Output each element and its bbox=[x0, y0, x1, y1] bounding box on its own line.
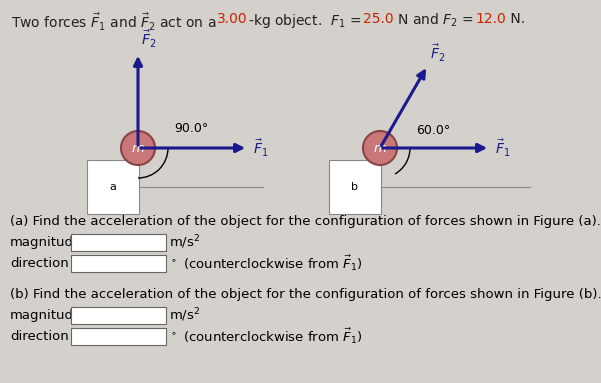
Circle shape bbox=[363, 131, 397, 165]
Text: m/s$^2$: m/s$^2$ bbox=[169, 306, 200, 324]
Text: a: a bbox=[109, 182, 117, 192]
Text: $m$: $m$ bbox=[131, 141, 145, 154]
Text: -kg object.  $F_1$ =: -kg object. $F_1$ = bbox=[248, 12, 363, 30]
FancyBboxPatch shape bbox=[71, 307, 166, 324]
Text: 60.0°: 60.0° bbox=[416, 123, 450, 136]
Text: N and $F_2$ =: N and $F_2$ = bbox=[394, 12, 476, 29]
Text: direction: direction bbox=[10, 257, 69, 270]
Text: N.: N. bbox=[507, 12, 526, 26]
Text: magnitude: magnitude bbox=[10, 309, 82, 322]
Text: $\vec{F}_2$: $\vec{F}_2$ bbox=[141, 29, 156, 50]
Text: $^\circ$ (counterclockwise from $\vec{F}_1$): $^\circ$ (counterclockwise from $\vec{F}… bbox=[169, 326, 362, 346]
Text: $\vec{F}_2$: $\vec{F}_2$ bbox=[430, 43, 446, 64]
Text: (b) Find the acceleration of the object for the configuration of forces shown in: (b) Find the acceleration of the object … bbox=[10, 288, 601, 301]
Text: m/s$^2$: m/s$^2$ bbox=[169, 233, 200, 251]
Text: $m$: $m$ bbox=[373, 141, 387, 154]
Text: 90.0°: 90.0° bbox=[174, 121, 209, 134]
Text: b: b bbox=[352, 182, 359, 192]
Text: direction: direction bbox=[10, 330, 69, 343]
Text: $^\circ$ (counterclockwise from $\vec{F}_1$): $^\circ$ (counterclockwise from $\vec{F}… bbox=[169, 253, 362, 273]
FancyBboxPatch shape bbox=[71, 328, 166, 345]
Circle shape bbox=[121, 131, 155, 165]
Text: Two forces $\vec{F}_1$ and $\vec{F}_2$ act on a: Two forces $\vec{F}_1$ and $\vec{F}_2$ a… bbox=[11, 12, 218, 33]
Text: 12.0: 12.0 bbox=[476, 12, 507, 26]
Text: (a) Find the acceleration of the object for the configuration of forces shown in: (a) Find the acceleration of the object … bbox=[10, 215, 601, 228]
Text: $\vec{F}_1$: $\vec{F}_1$ bbox=[253, 137, 269, 159]
FancyBboxPatch shape bbox=[71, 255, 166, 272]
Text: $\vec{F}_1$: $\vec{F}_1$ bbox=[495, 137, 510, 159]
Text: 3.00: 3.00 bbox=[218, 12, 248, 26]
Text: 25.0: 25.0 bbox=[363, 12, 394, 26]
Text: magnitude: magnitude bbox=[10, 236, 82, 249]
FancyBboxPatch shape bbox=[71, 234, 166, 251]
